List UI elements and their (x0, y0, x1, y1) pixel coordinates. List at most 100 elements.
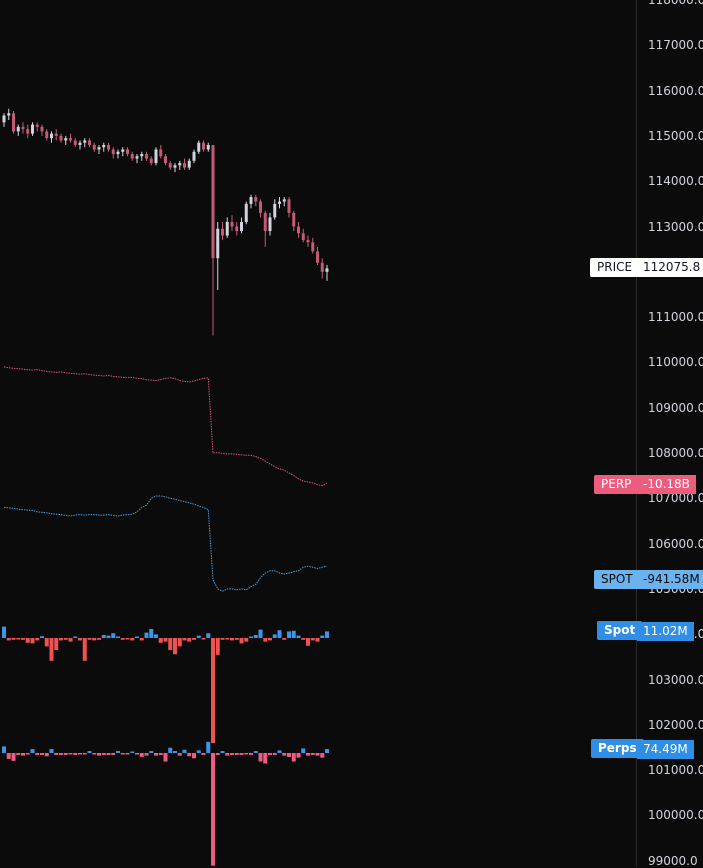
candle-body (297, 226, 300, 234)
perp-delta-bar (315, 753, 320, 756)
perp-delta-bar (301, 748, 306, 753)
spot-delta-bar (291, 630, 296, 638)
perp-delta-bar (158, 753, 163, 755)
perp-delta-bar (78, 753, 82, 755)
candle-body (168, 163, 172, 168)
spot-delta-bar (287, 631, 291, 638)
perp-delta-bar (272, 753, 277, 755)
spot-delta-bar (63, 638, 68, 640)
perp-delta-bar (68, 753, 73, 755)
perp-delta-bar (296, 753, 301, 758)
candle-body (64, 138, 68, 141)
spot-delta-bar (158, 638, 163, 643)
perp-delta-bar (287, 753, 291, 757)
candle-body (21, 126, 25, 130)
spot-delta-bar (59, 638, 63, 641)
price-tick-label: 100000.0 (648, 808, 703, 823)
spot-delta-bar (263, 638, 268, 642)
price-tick-label: 115000.0 (648, 128, 703, 143)
spot-delta-bar (253, 635, 258, 638)
spot-delta-bar (206, 633, 211, 638)
spot-delta-bar (40, 636, 44, 638)
price-tick-label: 116000.0 (648, 83, 703, 98)
spot-delta-bar (149, 629, 154, 638)
spot-delta-bar (220, 638, 225, 640)
spot-delta-bar (78, 638, 82, 641)
candle-body (301, 233, 305, 241)
candle-body (173, 165, 177, 168)
spot-delta-bar (125, 638, 130, 640)
perp-delta-bar (244, 753, 249, 755)
candle-body (192, 151, 196, 161)
perp-delta-bar (35, 753, 40, 755)
perp-delta-bar (320, 753, 325, 758)
candle-body (12, 113, 15, 132)
spot-delta-bar (6, 638, 11, 641)
candle-body (259, 201, 262, 213)
spot-delta-bar (225, 638, 230, 640)
spot-delta-bar (2, 626, 6, 638)
perp-delta-bar (291, 753, 296, 762)
perp-delta-bar (40, 753, 44, 755)
perp-delta-bar (163, 753, 168, 762)
perp-tag: PERP (594, 475, 639, 494)
spot-delta-bar (25, 638, 30, 643)
spot-delta-bar (68, 638, 73, 642)
perp-delta-bar (144, 753, 149, 756)
perp-delta-bar (101, 753, 106, 755)
candle-body (263, 212, 267, 232)
perp-delta-bar (54, 753, 59, 755)
spot-delta-bar (135, 636, 139, 638)
candle-body (83, 140, 87, 143)
candle-body (211, 144, 215, 259)
candle-body (7, 113, 11, 116)
candle-body (26, 129, 30, 134)
spot-delta-bar (310, 638, 315, 641)
price-tick-label: 103000.0 (648, 672, 703, 687)
candle-body (230, 221, 234, 227)
candle-body (225, 221, 229, 236)
candle-body (116, 151, 120, 155)
candle-body (292, 212, 296, 227)
candle-body (221, 228, 224, 236)
perp-delta-bar (106, 753, 111, 755)
spot-delta-bar (325, 631, 329, 638)
perp-value: -10.18B (637, 475, 696, 494)
price-axis-border (636, 0, 637, 867)
candle-body (50, 133, 53, 139)
candle-body (40, 126, 44, 132)
perp-delta-bar (6, 753, 11, 759)
spot-delta-bar (277, 630, 282, 638)
perp-delta-bar (253, 751, 258, 753)
perp-delta-bar (306, 753, 310, 756)
spot-delta-bar (177, 638, 182, 647)
price-tick-label: 110000.0 (648, 355, 703, 370)
spot-delta-bar (239, 638, 244, 644)
candle-body (273, 203, 277, 218)
candle-body (216, 228, 220, 259)
candle-body (31, 124, 34, 134)
candle-body (126, 149, 129, 155)
perp-delta-bar (116, 751, 120, 753)
perp-delta-bar (196, 750, 201, 753)
spot-delta-bar (173, 638, 177, 655)
spot-delta-bar (315, 638, 320, 642)
perp-delta-bar (73, 753, 78, 755)
spot-delta-bar (182, 638, 187, 641)
spot-tag: SPOT (594, 570, 640, 589)
spot-delta-bar (106, 635, 111, 638)
candle-body (2, 115, 6, 123)
perp-delta-bar (63, 753, 68, 755)
candle-body (135, 156, 139, 159)
candle-body (45, 131, 49, 139)
perp-delta-bar (277, 750, 282, 753)
perp-delta-bar (211, 753, 215, 866)
price-tick-label: 117000.0 (648, 38, 703, 53)
perp-delta-bar (16, 753, 21, 755)
spot-delta-bar (196, 635, 201, 638)
spot-delta-bar (30, 638, 35, 644)
perp-delta-bar (206, 741, 211, 753)
perp-delta-bar (135, 753, 139, 755)
spot-delta-bar (187, 638, 192, 642)
